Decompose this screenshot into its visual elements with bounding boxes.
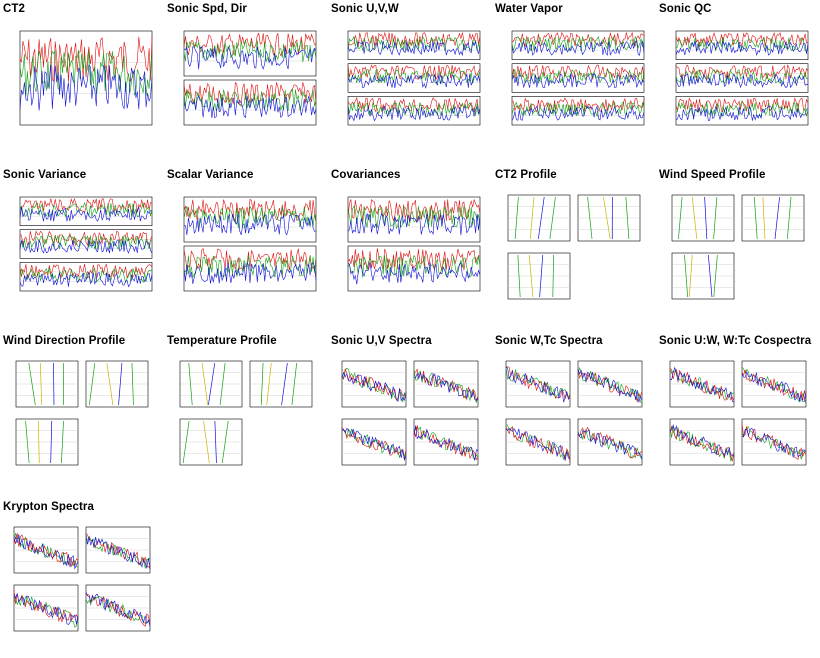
plot-thumbnail[interactable] (658, 15, 814, 139)
gallery-cell: Krypton Spectra (0, 498, 160, 658)
plot-title: Sonic Spd, Dir (167, 3, 247, 15)
plot-title: Covariances (331, 169, 401, 181)
plot-thumbnail[interactable] (166, 347, 322, 471)
plot-thumbnail-graphic (166, 181, 322, 305)
plot-title: Scalar Variance (167, 169, 254, 181)
plot-thumbnail[interactable] (330, 181, 486, 305)
plot-title: Sonic W,Tc Spectra (495, 335, 603, 347)
plot-thumbnail[interactable] (166, 181, 322, 305)
plot-title: Sonic QC (659, 3, 712, 15)
plot-title: CT2 Profile (495, 169, 557, 181)
plot-title: Sonic Variance (3, 169, 86, 181)
plot-title: Krypton Spectra (3, 501, 94, 513)
plot-thumbnail[interactable] (330, 15, 486, 139)
plot-title: Wind Speed Profile (659, 169, 766, 181)
plot-thumbnail[interactable] (494, 347, 650, 471)
plot-thumbnail-graphic (2, 513, 158, 637)
plot-thumbnail-graphic (2, 347, 158, 471)
plot-thumbnail[interactable] (658, 181, 814, 305)
plot-title: Sonic U:W, W:Tc Cospectra (659, 335, 811, 347)
plot-title: Water Vapor (495, 3, 563, 15)
plot-thumbnail-graphic (658, 347, 814, 471)
gallery-cell: Covariances (328, 166, 488, 326)
gallery-cell: Sonic U,V Spectra (328, 332, 488, 492)
gallery-cell: Sonic U:W, W:Tc Cospectra (656, 332, 816, 492)
gallery-cell: Wind Speed Profile (656, 166, 816, 326)
plot-thumbnail-graphic (330, 347, 486, 471)
plot-thumbnail-graphic (330, 15, 486, 139)
plot-thumbnail-graphic (494, 181, 650, 305)
gallery-cell: Sonic Spd, Dir (164, 0, 324, 160)
plot-thumbnail-graphic (330, 181, 486, 305)
plot-thumbnail[interactable] (494, 15, 650, 139)
plot-title: Sonic U,V,W (331, 3, 399, 15)
plot-thumbnail-graphic (2, 181, 158, 305)
gallery-cell: CT2 (0, 0, 160, 160)
plot-thumbnail-graphic (658, 15, 814, 139)
gallery-cell: Scalar Variance (164, 166, 324, 326)
gallery-cell: Water Vapor (492, 0, 652, 160)
plot-thumbnail[interactable] (658, 347, 814, 471)
plot-title: CT2 (3, 3, 25, 15)
plot-title: Temperature Profile (167, 335, 277, 347)
plot-thumbnail-graphic (166, 15, 322, 139)
plot-title: Sonic U,V Spectra (331, 335, 432, 347)
gallery-cell: Sonic Variance (0, 166, 160, 326)
plot-thumbnail[interactable] (166, 15, 322, 139)
gallery-cell: Sonic W,Tc Spectra (492, 332, 652, 492)
gallery-cell: Sonic U,V,W (328, 0, 488, 160)
plot-thumbnail-graphic (658, 181, 814, 305)
plot-thumbnail-graphic (166, 347, 322, 471)
plot-thumbnail[interactable] (330, 347, 486, 471)
plot-thumbnail[interactable] (2, 513, 158, 637)
gallery-cell: CT2 Profile (492, 166, 652, 326)
gallery-cell: Sonic QC (656, 0, 816, 160)
plot-thumbnail[interactable] (494, 181, 650, 305)
gallery-cell: Temperature Profile (164, 332, 324, 492)
plot-thumbnail[interactable] (2, 347, 158, 471)
plot-thumbnail[interactable] (2, 15, 158, 139)
plot-thumbnail[interactable] (2, 181, 158, 305)
plot-thumbnail-graphic (494, 15, 650, 139)
plot-thumbnail-graphic (494, 347, 650, 471)
plot-title: Wind Direction Profile (3, 335, 125, 347)
plot-thumbnail-graphic (2, 15, 158, 139)
gallery-cell: Wind Direction Profile (0, 332, 160, 492)
